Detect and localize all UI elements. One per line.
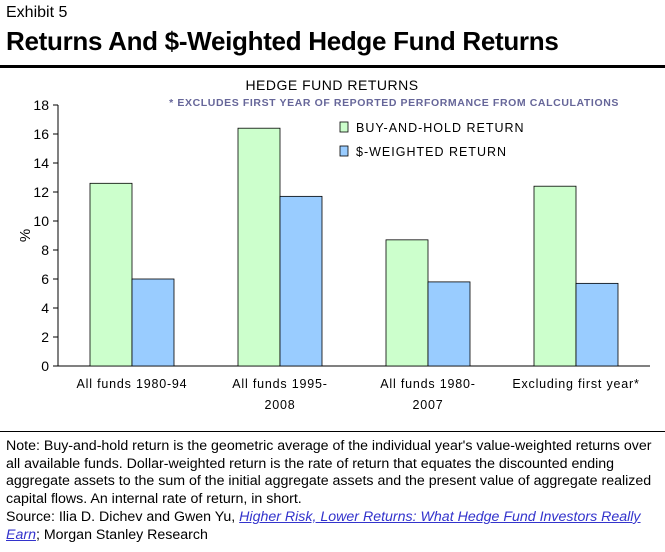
y-axis-label: % bbox=[17, 229, 34, 242]
x-tick-label: All funds 1995- bbox=[232, 377, 327, 391]
chart-legend: BUY-AND-HOLD RETURN $-WEIGHTED RETURN bbox=[339, 121, 525, 159]
note-rule bbox=[0, 431, 665, 432]
legend-label-dollar-weighted: $-WEIGHTED RETURN bbox=[356, 145, 507, 159]
y-tick-label: 8 bbox=[41, 242, 49, 258]
chart-title: HEDGE FUND RETURNS bbox=[245, 77, 418, 93]
x-tick-label: 2007 bbox=[412, 398, 443, 412]
y-tick-label: 0 bbox=[41, 358, 49, 374]
y-tick-label: 10 bbox=[33, 213, 49, 229]
source-link[interactable]: Higher Risk, Lower Returns: What Hedge F… bbox=[6, 509, 641, 543]
legend-swatch-buy-and-hold bbox=[339, 121, 349, 133]
y-tick-label: 14 bbox=[33, 155, 49, 171]
legend-swatch-dollar-weighted bbox=[339, 145, 349, 157]
exhibit-label: Exhibit 5 bbox=[6, 4, 68, 21]
bar-buy-and-hold bbox=[237, 127, 281, 367]
y-tick-label: 18 bbox=[33, 97, 49, 113]
hedge-fund-returns-chart: HEDGE FUND RETURNS * EXCLUDES FIRST YEAR… bbox=[17, 77, 650, 412]
bar-buy-and-hold bbox=[533, 185, 577, 367]
x-tick-label: All funds 1980- bbox=[380, 377, 475, 391]
bar-dollar-weighted bbox=[279, 195, 323, 367]
y-tick-label: 12 bbox=[33, 184, 49, 200]
source-line: Source: Ilia D. Dichev and Gwen Yu, High… bbox=[6, 509, 661, 544]
note-text: Note: Buy-and-hold return is the geometr… bbox=[6, 438, 652, 507]
y-tick-label: 16 bbox=[33, 126, 49, 142]
source-prefix: Source: Ilia D. Dichev and Gwen Yu, bbox=[6, 509, 240, 525]
chart-x-labels: All funds 1980-94 All funds 1995- 2008 All … bbox=[77, 377, 639, 412]
page-title: Returns And $-Weighted Hedge Fund Return… bbox=[6, 26, 559, 56]
x-tick-label: All funds 1980-94 bbox=[77, 377, 188, 391]
source-suffix: ; Morgan Stanley Research bbox=[35, 526, 208, 543]
y-tick-label: 4 bbox=[41, 300, 49, 316]
title-rule bbox=[0, 65, 665, 68]
chart-bars bbox=[89, 127, 619, 367]
bar-dollar-weighted bbox=[131, 278, 175, 367]
legend-label-buy-and-hold: BUY-AND-HOLD RETURN bbox=[356, 121, 525, 135]
x-tick-label: Excluding first year* bbox=[512, 377, 639, 391]
bar-dollar-weighted bbox=[427, 281, 471, 367]
bar-buy-and-hold bbox=[89, 182, 133, 367]
y-tick-label: 2 bbox=[41, 329, 49, 345]
y-tick-label: 6 bbox=[41, 271, 49, 287]
bar-buy-and-hold bbox=[385, 239, 429, 367]
x-tick-label: 2008 bbox=[264, 398, 295, 412]
bar-dollar-weighted bbox=[575, 282, 619, 367]
chart-annotation: * EXCLUDES FIRST YEAR OF REPORTED PERFOR… bbox=[169, 97, 619, 109]
